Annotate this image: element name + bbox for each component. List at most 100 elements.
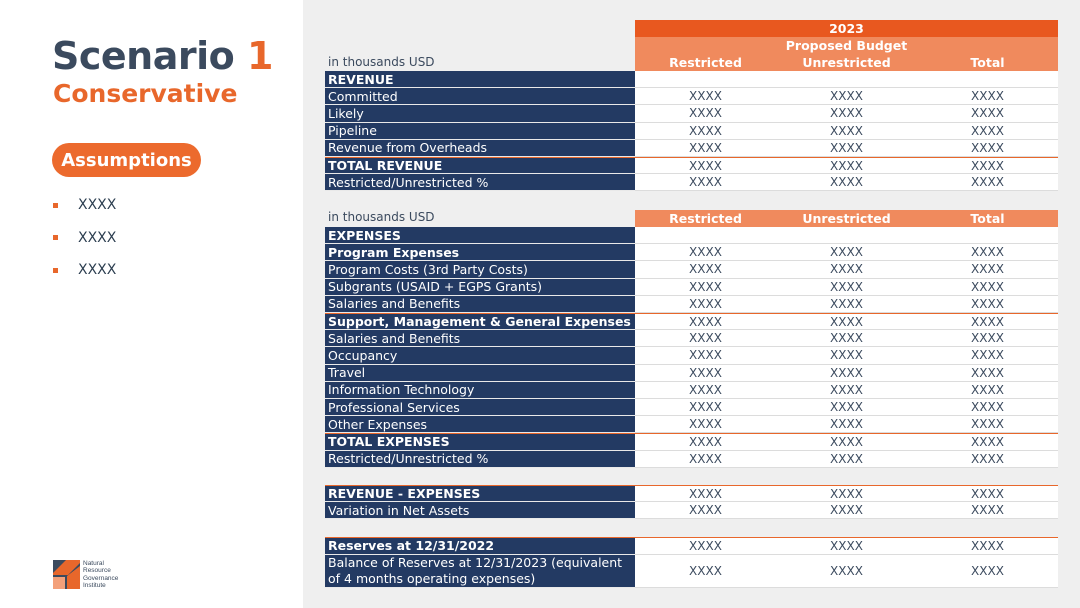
cell-restricted: XXXX [689,123,722,138]
row-label: Program Costs (3rd Party Costs) [325,261,635,279]
cell-unrestricted [776,71,917,87]
cell-unrestricted: XXXX [830,538,863,553]
col-restricted: Restricted [669,211,742,226]
cell-total: XXXX [971,503,1004,518]
table-row: Occupancy XXXX XXXX XXXX [325,347,1058,365]
table-row: TOTAL EXPENSES XXXX XXXX XXXX [325,433,1058,451]
cell-restricted [635,71,776,87]
cell-total: XXXX [971,400,1004,415]
col-total: Total [970,55,1005,70]
row-values: XXXX XXXX XXXX [635,434,1058,451]
table-row: Program Expenses XXXX XXXX XXXX [325,244,1058,262]
logo-text: Natural Resource Governance Institute [83,560,119,589]
cell-total: XXXX [971,365,1004,380]
cell-total: XXXX [971,262,1004,277]
cell-unrestricted: XXXX [830,89,863,104]
cell-unrestricted: XXXX [830,486,863,501]
cell-unrestricted: XXXX [830,106,863,121]
row-values: XXXX XXXX XXXX [635,244,1058,262]
row-label: Reserves at 12/31/2022 [325,538,635,555]
table-row: EXPENSES [325,227,1058,245]
cell-total: XXXX [971,245,1004,260]
row-label: Occupancy [325,347,635,365]
cell-restricted: XXXX [689,314,722,329]
cell-unrestricted: XXXX [830,417,863,432]
row-values: XXXX XXXX XXXX [635,486,1058,503]
table-row: Salaries and Benefits XXXX XXXX XXXX [325,330,1058,348]
page-title: Scenario 1 [52,34,273,78]
cell-unrestricted: XXXX [830,563,863,578]
column-header-row: Restricted Unrestricted Total [635,54,1058,71]
list-item: XXXX [52,189,116,222]
cell-total: XXXX [971,106,1004,121]
row-values: XXXX XXXX XXXX [635,295,1058,313]
cell-total: XXXX [971,175,1004,190]
table-row: Likely XXXX XXXX XXXX [325,105,1058,123]
cell-unrestricted: XXXX [830,279,863,294]
row-label: Other Expenses [325,416,635,434]
year-header: 2023 [635,20,1058,37]
assumptions-list: XXXX XXXX XXXX [52,189,116,287]
cell-restricted: XXXX [689,245,722,260]
cell-unrestricted: XXXX [830,245,863,260]
nrgi-logo: Natural Resource Governance Institute [53,560,118,589]
cell-restricted: XXXX [689,348,722,363]
cell-unrestricted: XXXX [830,382,863,397]
table-row: REVENUE [325,71,1058,89]
table-row: Travel XXXX XXXX XXXX [325,364,1058,382]
cell-total: XXXX [971,382,1004,397]
cell-unrestricted: XXXX [830,331,863,346]
cell-restricted: XXXX [689,486,722,501]
table-row: Salaries and Benefits XXXX XXXX XXXX [325,295,1058,313]
list-item: XXXX [52,254,116,287]
row-values: XXXX XXXX XXXX [635,502,1058,520]
cell-total: XXXX [971,89,1004,104]
cell-total: XXXX [971,348,1004,363]
cell-unrestricted: XXXX [830,123,863,138]
row-label: Information Technology [325,381,635,399]
row-label: Salaries and Benefits [325,330,635,348]
cell-unrestricted: XXXX [830,296,863,311]
row-values: XXXX XXXX XXXX [635,381,1058,399]
cell-restricted: XXXX [689,175,722,190]
page-subtitle: Conservative [53,79,238,108]
row-label: Pipeline [325,122,635,140]
row-values: XXXX XXXX XXXX [635,416,1058,434]
cell-unrestricted: XXXX [830,348,863,363]
cell-restricted [635,227,776,243]
cell-total: XXXX [971,296,1004,311]
cell-restricted: XXXX [689,279,722,294]
cell-restricted: XXXX [689,158,722,173]
cell-total [917,71,1058,87]
cell-unrestricted: XXXX [830,451,863,466]
units-label: in thousands USD [328,55,435,69]
row-label: Support, Management & General Expenses [325,314,635,331]
cell-unrestricted: XXXX [830,262,863,277]
cell-total: XXXX [971,563,1004,578]
cell-restricted: XXXX [689,331,722,346]
row-label: Travel [325,364,635,382]
row-label: Subgrants (USAID + EGPS Grants) [325,278,635,296]
cell-restricted: XXXX [689,538,722,553]
assumption-text: XXXX [78,229,117,246]
cell-total: XXXX [971,486,1004,501]
row-values: XXXX XXXX XXXX [635,261,1058,279]
cell-restricted: XXXX [689,382,722,397]
cell-total: XXXX [971,158,1004,173]
row-values: XXXX XXXX XXXX [635,364,1058,382]
table-row: Balance of Reserves at 12/31/2023 (equiv… [325,554,1058,588]
row-label: Restricted/Unrestricted % [325,450,635,468]
row-values: XXXX XXXX XXXX [635,278,1058,296]
cell-total: XXXX [971,331,1004,346]
cell-restricted: XXXX [689,262,722,277]
row-values: XXXX XXXX XXXX [635,139,1058,157]
cell-restricted: XXXX [689,140,722,155]
left-panel: Scenario 1 Conservative Assumptions XXXX… [0,0,303,608]
cell-restricted: XXXX [689,451,722,466]
row-label: REVENUE [325,71,635,89]
cell-total: XXXX [971,417,1004,432]
table-row: Pipeline XXXX XXXX XXXX [325,122,1058,140]
cell-total [917,227,1058,243]
cell-unrestricted: XXXX [830,158,863,173]
table-row: Restricted/Unrestricted % XXXX XXXX XXXX [325,450,1058,468]
